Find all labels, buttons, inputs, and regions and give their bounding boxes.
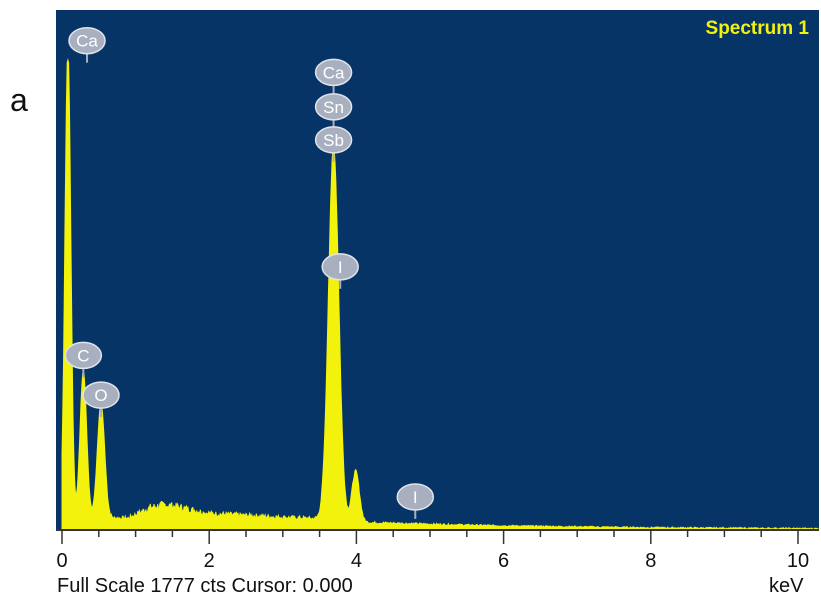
plot-background bbox=[56, 10, 819, 530]
x-tick-label: 0 bbox=[56, 550, 67, 570]
peak-tag-label: Ca bbox=[323, 63, 345, 82]
peak-tag-ca: Ca bbox=[68, 26, 106, 63]
x-tick-label: 4 bbox=[351, 550, 362, 570]
peak-tag-o: O bbox=[82, 381, 120, 418]
peak-tag-c: C bbox=[64, 341, 103, 378]
peak-tag-sn: Sn bbox=[314, 93, 353, 129]
peak-tag-sb: Sb bbox=[314, 126, 353, 162]
peak-tags: Ca Ca Sn Sb I C O I bbox=[64, 26, 435, 519]
peak-tag-label: I bbox=[413, 488, 418, 507]
x-tick-label: 8 bbox=[645, 550, 656, 570]
peak-tag-label: Ca bbox=[76, 32, 98, 51]
spectrum-chart: Ca Ca Sn Sb I C O I Spectrum 1 0 2 4 6 8 10 bbox=[56, 10, 819, 570]
spectrum-svg: Ca Ca Sn Sb I C O I Spectrum 1 0 2 4 6 8 10 bbox=[56, 10, 819, 570]
peak-tag-label: C bbox=[77, 346, 89, 365]
spectrum-area bbox=[61, 58, 819, 531]
status-footer: Full Scale 1777 cts Cursor: 0.000 bbox=[57, 575, 353, 597]
chart-title: Spectrum 1 bbox=[706, 18, 810, 39]
x-tick-label: 10 bbox=[787, 550, 809, 570]
x-axis-unit-label: keV bbox=[769, 575, 804, 597]
x-tick-label: 2 bbox=[204, 550, 215, 570]
peak-tag-ca: Ca bbox=[314, 58, 353, 95]
x-tick-label: 6 bbox=[498, 550, 509, 570]
peak-tag-badge bbox=[396, 483, 435, 511]
peak-tag-badge bbox=[82, 381, 120, 409]
peak-tag-label: Sb bbox=[323, 131, 344, 150]
x-axis-ticks: 0 2 4 6 8 10 bbox=[56, 530, 809, 570]
panel-label: a bbox=[10, 82, 28, 118]
spectrum-series bbox=[61, 58, 819, 531]
peak-tag-label: O bbox=[94, 386, 107, 405]
peak-tag-badge bbox=[321, 253, 359, 281]
peak-tag-badge bbox=[314, 126, 353, 154]
peak-tag-label: Sn bbox=[323, 98, 344, 117]
peak-tag-i: I bbox=[396, 483, 435, 519]
peak-tag-badge bbox=[314, 58, 353, 87]
peak-tag-badge bbox=[64, 341, 103, 370]
peak-tag-i: I bbox=[321, 253, 359, 289]
peak-tag-badge bbox=[314, 93, 353, 121]
peak-tag-label: I bbox=[338, 258, 343, 277]
peak-tag-badge bbox=[68, 26, 106, 55]
